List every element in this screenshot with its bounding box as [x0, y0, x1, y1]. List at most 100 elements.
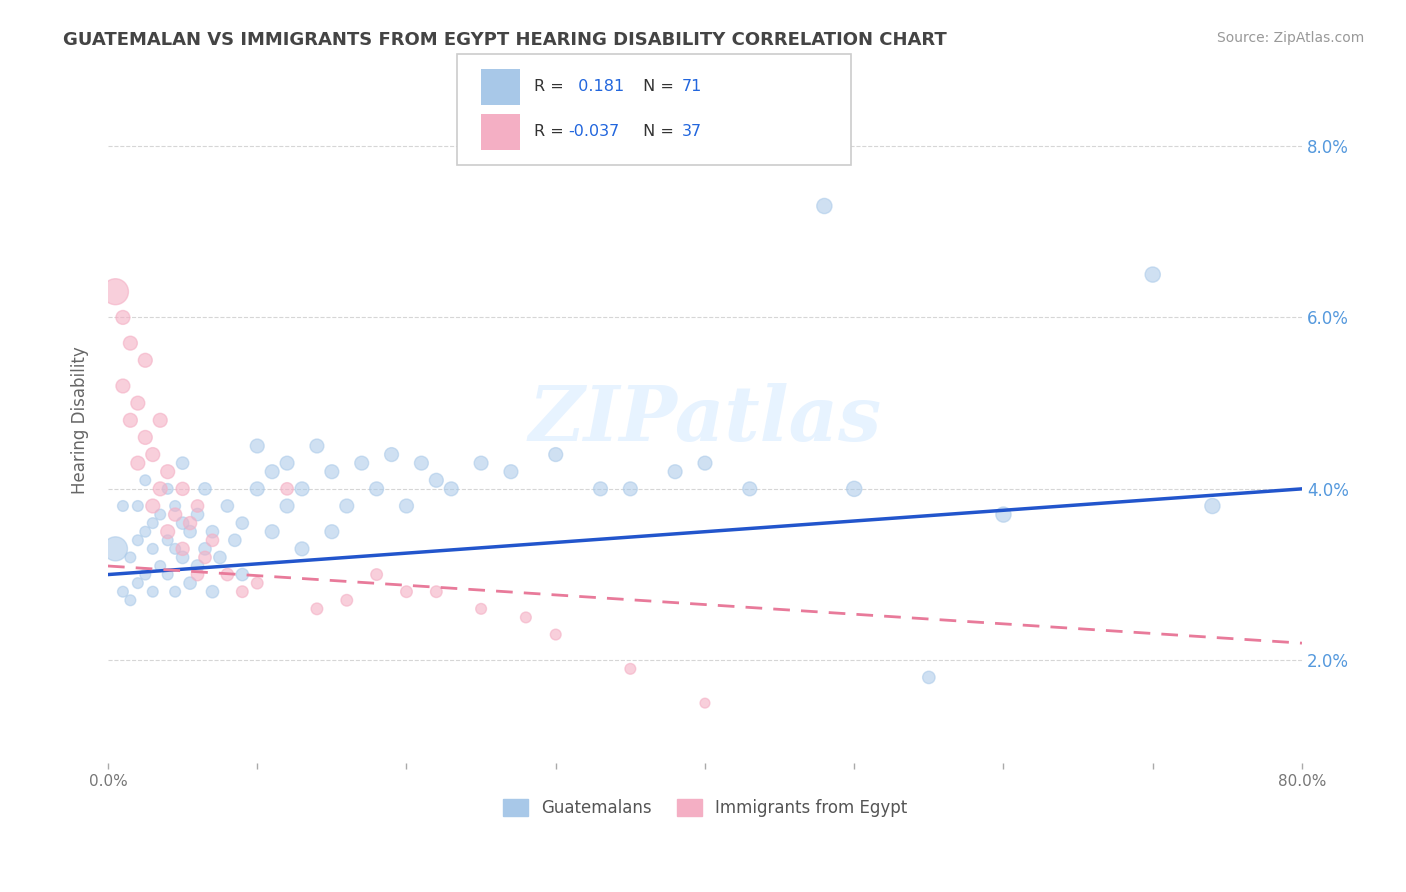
Point [305, 602, 328, 616]
Point [172, 541, 194, 556]
Text: R =: R = [534, 124, 569, 139]
Point [142, 541, 165, 556]
Point [515, 610, 537, 624]
Text: N =: N = [638, 124, 679, 139]
Point [291, 482, 314, 496]
Point [411, 456, 433, 470]
Point [172, 550, 194, 565]
Point [844, 482, 866, 496]
Point [104, 541, 127, 556]
Point [194, 482, 217, 496]
Point [201, 584, 224, 599]
Point [156, 533, 179, 548]
Point [544, 448, 567, 462]
Point [142, 448, 165, 462]
Point [217, 499, 239, 513]
Point [201, 524, 224, 539]
Point [127, 499, 149, 513]
Point [693, 456, 716, 470]
Text: GUATEMALAN VS IMMIGRANTS FROM EGYPT HEARING DISABILITY CORRELATION CHART: GUATEMALAN VS IMMIGRANTS FROM EGYPT HEAR… [63, 31, 948, 49]
Point [262, 524, 284, 539]
Text: R =: R = [534, 79, 569, 95]
Point [127, 396, 149, 410]
Point [589, 482, 612, 496]
Point [120, 413, 142, 427]
Point [142, 584, 165, 599]
Point [276, 499, 298, 513]
Point [336, 593, 359, 607]
Point [179, 524, 201, 539]
Y-axis label: Hearing Disability: Hearing Disability [72, 346, 89, 494]
Point [165, 508, 187, 522]
Point [172, 482, 194, 496]
Text: 71: 71 [682, 79, 702, 95]
Point [499, 465, 522, 479]
Point [165, 499, 187, 513]
Point [127, 576, 149, 591]
Point [111, 499, 134, 513]
Point [186, 499, 208, 513]
Point [470, 602, 492, 616]
Point [246, 482, 269, 496]
Point [156, 524, 179, 539]
Text: 0.181: 0.181 [568, 79, 624, 95]
Point [165, 541, 187, 556]
Point [201, 533, 224, 548]
Point [194, 550, 217, 565]
Point [142, 499, 165, 513]
Point [120, 593, 142, 607]
Point [149, 482, 172, 496]
Point [366, 482, 388, 496]
Point [380, 448, 402, 462]
Point [470, 456, 492, 470]
Point [262, 465, 284, 479]
Point [305, 439, 328, 453]
Point [1142, 268, 1164, 282]
Point [120, 550, 142, 565]
Point [165, 584, 187, 599]
Point [440, 482, 463, 496]
Point [276, 456, 298, 470]
Point [619, 482, 641, 496]
Point [425, 473, 447, 487]
Point [321, 524, 343, 539]
Text: ZIPatlas: ZIPatlas [529, 384, 882, 458]
Point [619, 662, 641, 676]
Point [425, 584, 447, 599]
Point [350, 456, 373, 470]
Point [134, 473, 156, 487]
Point [186, 559, 208, 574]
Point [149, 559, 172, 574]
Point [544, 627, 567, 641]
Point [291, 541, 314, 556]
Point [993, 508, 1015, 522]
Point [208, 550, 231, 565]
Legend: Guatemalans, Immigrants from Egypt: Guatemalans, Immigrants from Egypt [496, 792, 914, 823]
Text: Source: ZipAtlas.com: Source: ZipAtlas.com [1216, 31, 1364, 45]
Point [395, 499, 418, 513]
Point [179, 516, 201, 530]
Point [179, 576, 201, 591]
Point [813, 199, 835, 213]
Point [134, 567, 156, 582]
Point [134, 524, 156, 539]
Point [134, 353, 156, 368]
Point [134, 430, 156, 444]
Point [246, 439, 269, 453]
Point [231, 567, 253, 582]
Point [156, 465, 179, 479]
Point [186, 508, 208, 522]
Point [918, 670, 941, 684]
Point [246, 576, 269, 591]
Point [186, 567, 208, 582]
Point [276, 482, 298, 496]
Point [395, 584, 418, 599]
Point [149, 413, 172, 427]
Point [120, 336, 142, 351]
Point [321, 465, 343, 479]
Point [156, 567, 179, 582]
Point [664, 465, 686, 479]
Point [149, 508, 172, 522]
Text: 37: 37 [682, 124, 702, 139]
Point [111, 310, 134, 325]
